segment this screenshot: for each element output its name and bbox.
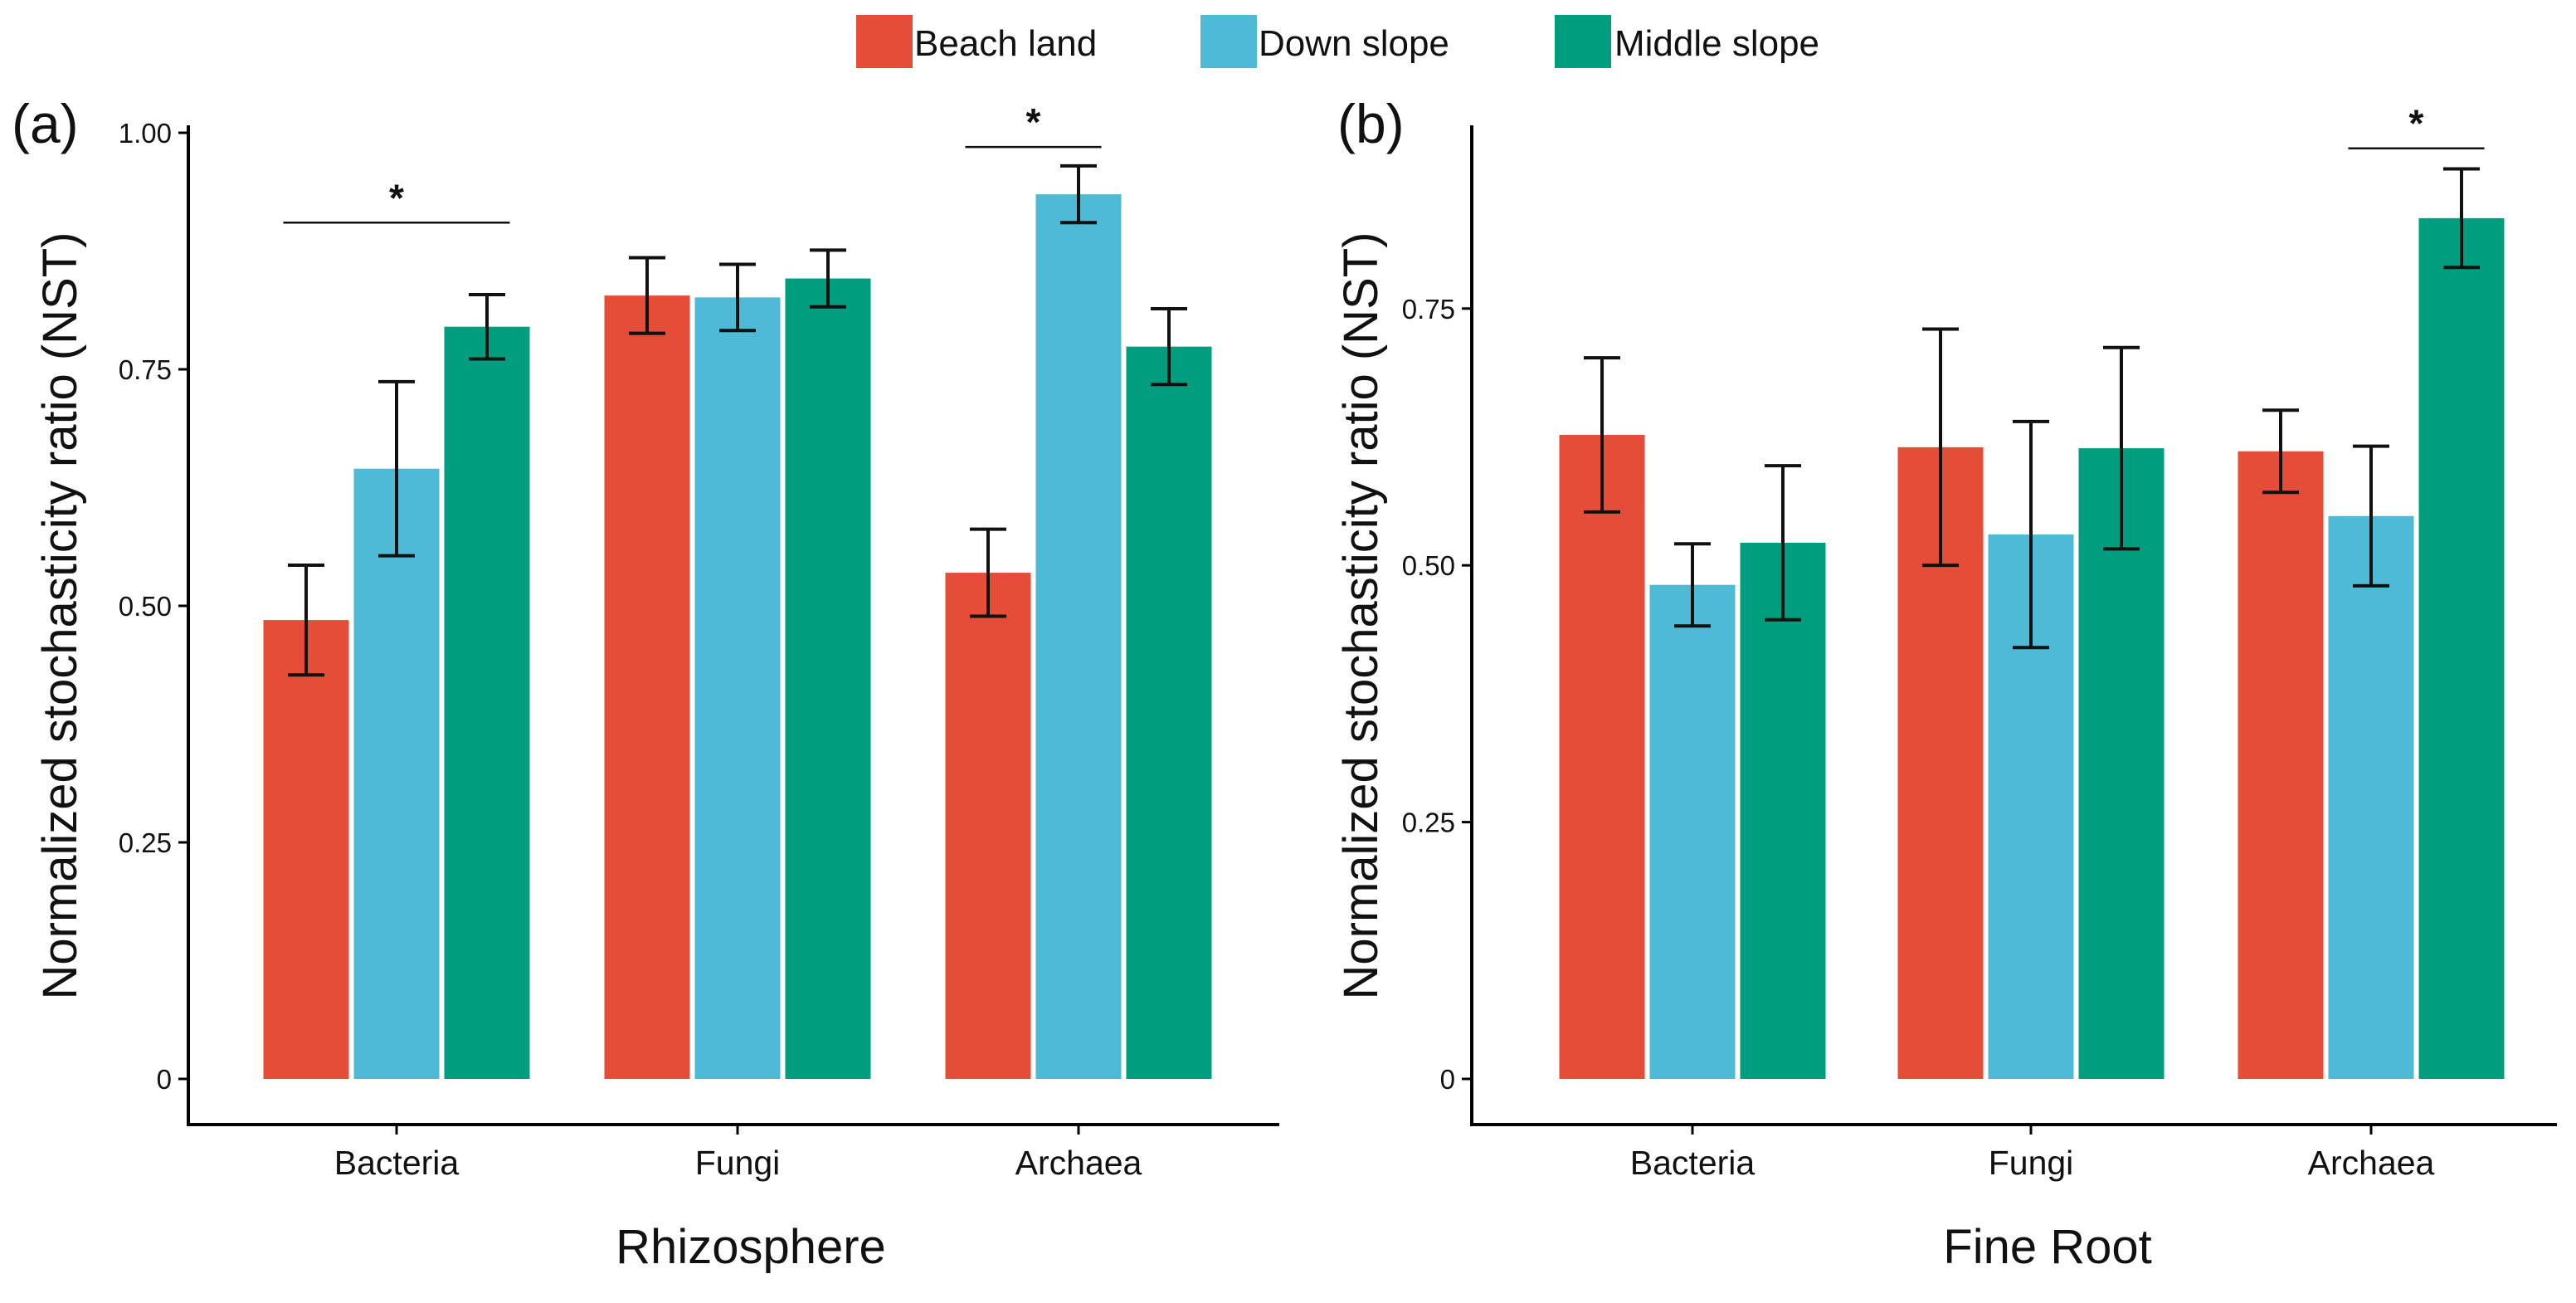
panel-a-error-bar-fungi-beach-land [629, 256, 665, 335]
panel-a-bar-archaea-beach-land [945, 573, 1031, 1079]
panel-a-bar-fungi-down-slope [694, 297, 781, 1079]
legend-label-middle-slope: Middle slope [1614, 23, 1819, 64]
panel-b-error-bar-fungi-middle-slope [2103, 345, 2140, 551]
panel-b-bar-fungi-middle-slope [2078, 448, 2165, 1079]
panel-b-x-axis-title: Fine Root [1943, 1220, 2151, 1274]
panel-b-error-bar-bacteria-middle-slope [1765, 464, 1801, 622]
panel-b-x-tick-label-archaea: Archaea [2308, 1144, 2435, 1182]
panel-a-marks: 0 0.25 0.50 0.75 1.00 Bacteria Fungi Archaea * * [119, 100, 1279, 1182]
panel-b-bar-bacteria-middle-slope [1740, 542, 1826, 1079]
panel-a-tag: (a) [12, 93, 79, 154]
panel-b: (b) Normalized stochasticity ratio (NST)… [1334, 93, 2557, 1274]
panel-a-y-tick-label: 0.25 [119, 827, 172, 858]
panel-a-significance-star: * [1026, 100, 1041, 144]
panel-b-y-axis-title: Normalized stochasticity ratio (NST) [1334, 232, 1388, 1000]
panel-a-error-bar-archaea-down-slope [1060, 163, 1097, 225]
panel-b-bar-archaea-middle-slope [2418, 217, 2505, 1080]
panel-a-bar-fungi-middle-slope [785, 278, 871, 1079]
panel-a-significance-star: * [389, 176, 404, 219]
panel-a-x-tick-label-archaea: Archaea [1015, 1144, 1142, 1182]
legend-swatch-middle-slope [1555, 15, 1611, 68]
panel-a: (a) Normalized stochasticity ratio (NST)… [12, 93, 1279, 1274]
panel-b-x-tick-label-bacteria: Bacteria [1630, 1144, 1755, 1182]
panel-a-x-tick-label-bacteria: Bacteria [334, 1144, 460, 1182]
panel-a-y-tick-label: 0.50 [119, 591, 172, 622]
legend: Beach land Down slope Middle slope [856, 15, 1819, 68]
panel-a-y-tick-label: 0 [157, 1064, 172, 1095]
panel-b-marks: 0 0.25 0.50 0.75 Bacteria Fungi Archaea * [1402, 102, 2557, 1182]
panel-b-bar-bacteria-down-slope [1649, 584, 1736, 1079]
panel-a-error-bar-bacteria-down-slope [378, 379, 415, 558]
panel-b-tag: (b) [1337, 93, 1405, 154]
panel-b-error-bar-archaea-beach-land [2262, 408, 2299, 495]
panel-a-bar-bacteria-middle-slope [444, 326, 530, 1079]
panel-a-error-bar-archaea-beach-land [970, 527, 1006, 618]
panel-b-error-bar-archaea-down-slope [2353, 444, 2389, 588]
panel-b-y-tick-label: 0 [1440, 1064, 1455, 1095]
panel-a-bar-fungi-beach-land [604, 295, 690, 1080]
panel-b-bar-bacteria-beach-land [1559, 435, 1645, 1079]
panel-b-x-tick-label-fungi: Fungi [1989, 1144, 2074, 1182]
panel-b-bar-archaea-beach-land [2238, 451, 2324, 1079]
panel-b-error-bar-archaea-middle-slope [2443, 167, 2480, 270]
panel-a-x-axis-title: Rhizosphere [616, 1220, 886, 1274]
panel-b-y-tick-label: 0.50 [1402, 550, 1455, 581]
legend-swatch-beach-land [856, 15, 913, 68]
panel-b-error-bar-fungi-down-slope [2013, 419, 2049, 650]
panel-b-error-bar-bacteria-beach-land [1584, 356, 1620, 514]
panel-a-x-tick-label-fungi: Fungi [695, 1144, 781, 1182]
legend-swatch-down-slope [1200, 15, 1257, 68]
legend-label-beach-land: Beach land [914, 23, 1097, 64]
panel-b-y-tick-label: 0.25 [1402, 808, 1455, 838]
panel-b-bar-archaea-down-slope [2328, 515, 2414, 1079]
panel-a-y-tick-label: 1.00 [119, 118, 172, 149]
panel-a-error-bar-bacteria-beach-land [288, 563, 324, 677]
panel-a-bar-bacteria-beach-land [263, 620, 349, 1079]
panel-b-error-bar-fungi-beach-land [1922, 327, 1959, 568]
panel-b-error-bar-bacteria-down-slope [1674, 542, 1711, 628]
panel-a-error-bar-archaea-middle-slope [1151, 307, 1187, 387]
panel-a-error-bar-bacteria-middle-slope [469, 292, 505, 361]
legend-label-down-slope: Down slope [1259, 23, 1449, 64]
panel-a-y-axis-title: Normalized stochasticity ratio (NST) [33, 232, 87, 1000]
panel-a-bar-archaea-middle-slope [1126, 346, 1212, 1079]
panel-b-significance-star: * [2409, 102, 2424, 145]
panel-a-bar-archaea-down-slope [1035, 194, 1122, 1080]
panel-b-y-tick-label: 0.75 [1402, 294, 1455, 325]
panel-a-bar-bacteria-down-slope [353, 468, 440, 1079]
panel-a-y-tick-label: 0.75 [119, 354, 172, 385]
panel-a-error-bar-fungi-down-slope [719, 262, 756, 333]
panel-a-error-bar-fungi-middle-slope [810, 248, 846, 309]
